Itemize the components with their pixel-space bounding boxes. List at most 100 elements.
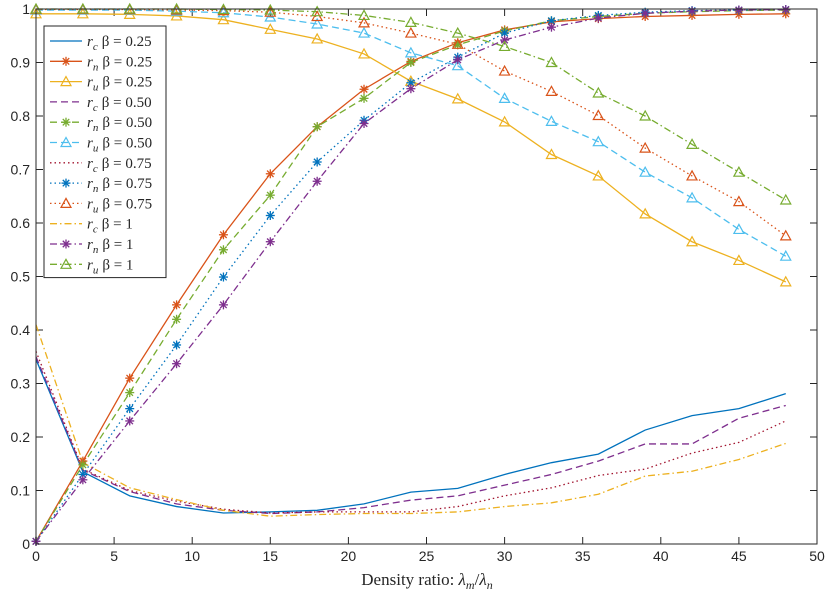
series-11-point <box>734 5 744 15</box>
legend-entry-3: ru β = 0.25 <box>50 75 152 94</box>
star-stroke <box>547 23 556 31</box>
series-11-point <box>406 84 416 94</box>
axis-box <box>35 8 818 545</box>
series-3-point <box>217 13 230 25</box>
legend-label: rn β = 0.75 <box>87 176 152 195</box>
series-9-point <box>732 195 745 207</box>
star-stroke <box>360 94 368 103</box>
series-9-point <box>686 169 699 181</box>
series-3-point <box>592 169 605 181</box>
legend-entry-5: rn β = 0.50 <box>50 115 152 134</box>
legend-label: rc β = 1 <box>87 217 133 236</box>
series-12-point <box>686 138 699 149</box>
x-tick-label: 30 <box>497 548 513 564</box>
star-stroke <box>79 470 87 479</box>
series-9-point <box>264 5 277 17</box>
legend-entry-12: ru β = 1 <box>50 257 133 276</box>
x-tick-label: 20 <box>341 548 357 564</box>
series-3-point <box>264 23 277 34</box>
legend-label: ru β = 0.75 <box>87 196 152 215</box>
star-stroke <box>172 315 181 323</box>
star-stroke <box>126 388 134 397</box>
series-5-point <box>312 122 322 132</box>
legend-entry-4: rc β = 0.50 <box>50 95 152 114</box>
series-line-1 <box>35 359 786 514</box>
y-tick-label: 0.7 <box>11 162 31 178</box>
legend-marker-sample <box>61 239 71 249</box>
series-12-point <box>732 165 745 177</box>
star-stroke <box>172 301 181 309</box>
x-tick-label: 15 <box>263 548 279 564</box>
star-stroke <box>219 246 228 254</box>
series-5-point <box>406 58 416 67</box>
star-stroke <box>126 374 134 382</box>
y-tick-label: 0 <box>22 536 30 552</box>
star-stroke <box>407 85 415 93</box>
series-12-point <box>264 3 277 15</box>
series-line-9 <box>36 8 787 237</box>
star-stroke <box>547 17 556 25</box>
series-11-point <box>359 118 369 128</box>
series-8-point <box>125 404 135 414</box>
series-12-point <box>498 40 511 52</box>
legend-marker-sample <box>61 117 71 127</box>
star-stroke <box>407 58 415 67</box>
series-12-point <box>358 9 371 21</box>
legend-marker-sample <box>61 56 71 66</box>
x-tick-label: 25 <box>419 548 435 564</box>
series-12-point <box>404 16 417 27</box>
x-tick-label: 50 <box>809 548 825 564</box>
series-6-point <box>404 46 417 58</box>
series-9-point <box>639 141 652 153</box>
series-12-point <box>545 56 558 68</box>
star-stroke <box>360 85 368 93</box>
series-3-point <box>498 115 511 127</box>
star-stroke <box>454 56 462 64</box>
star-stroke <box>782 5 790 14</box>
legend-entry-11: rn β = 1 <box>50 237 133 256</box>
y-tick-label: 0.1 <box>11 483 31 499</box>
series-11-point <box>687 6 697 16</box>
series-11-point <box>125 416 135 426</box>
series-2-point <box>218 230 228 240</box>
series-9-point <box>404 26 417 38</box>
y-tick-label: 0.8 <box>11 108 31 124</box>
series-8-point <box>218 272 228 282</box>
x-tick-label: 45 <box>731 548 747 564</box>
legend-box <box>43 25 167 279</box>
series-9-point <box>592 109 605 121</box>
star-stroke <box>126 417 134 425</box>
series-11-point <box>593 13 603 23</box>
legend-label: ru β = 1 <box>87 257 133 276</box>
series-6-point <box>217 6 230 18</box>
series-5-point <box>125 388 135 398</box>
series-3-point <box>451 92 464 104</box>
y-tick-label: 0.5 <box>11 269 31 285</box>
x-tick-label: 35 <box>575 548 591 564</box>
series-12-point <box>592 86 605 98</box>
y-tick-label: 0.4 <box>11 322 31 338</box>
series-8-point <box>312 157 322 167</box>
series-12-point <box>779 193 792 205</box>
star-stroke <box>313 123 321 131</box>
series-line-7 <box>35 351 787 514</box>
series-9-point <box>451 38 464 49</box>
legend-entry-7: rc β = 0.75 <box>50 156 152 175</box>
y-tick-label: 0.9 <box>11 55 31 71</box>
y-tick-label: 0.6 <box>11 215 31 231</box>
legend-entry-6: ru β = 0.50 <box>50 136 152 155</box>
legend-label: rn β = 1 <box>87 237 133 256</box>
legend-label: rn β = 0.25 <box>87 54 152 73</box>
star-stroke <box>313 177 321 185</box>
series-11-point <box>265 237 275 247</box>
series-3-point <box>779 275 792 287</box>
star-stroke <box>79 476 87 484</box>
series-3-point <box>545 148 558 160</box>
series-8-point <box>172 340 182 350</box>
series-6-point <box>686 191 699 203</box>
x-axis-title: Density ratio: λm/λn <box>361 570 492 592</box>
star-stroke <box>126 404 134 413</box>
